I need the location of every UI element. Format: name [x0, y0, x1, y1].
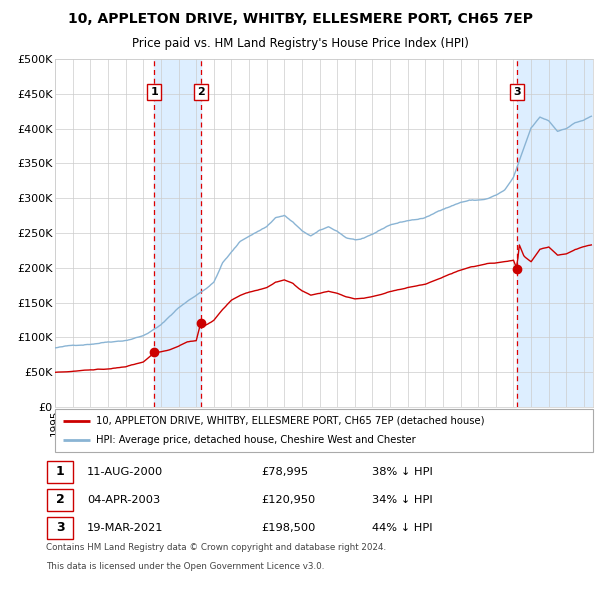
Text: 34% ↓ HPI: 34% ↓ HPI — [372, 494, 433, 504]
Text: Price paid vs. HM Land Registry's House Price Index (HPI): Price paid vs. HM Land Registry's House … — [131, 37, 469, 50]
Text: HPI: Average price, detached house, Cheshire West and Chester: HPI: Average price, detached house, Ches… — [95, 435, 415, 445]
Text: This data is licensed under the Open Government Licence v3.0.: This data is licensed under the Open Gov… — [46, 562, 325, 571]
Text: 10, APPLETON DRIVE, WHITBY, ELLESMERE PORT, CH65 7EP (detached house): 10, APPLETON DRIVE, WHITBY, ELLESMERE PO… — [95, 416, 484, 426]
Text: 19-MAR-2021: 19-MAR-2021 — [87, 523, 164, 533]
Text: 38% ↓ HPI: 38% ↓ HPI — [372, 467, 433, 477]
Text: Contains HM Land Registry data © Crown copyright and database right 2024.: Contains HM Land Registry data © Crown c… — [46, 543, 386, 552]
Bar — [154, 59, 200, 407]
Text: £198,500: £198,500 — [261, 523, 316, 533]
Text: £120,950: £120,950 — [261, 494, 316, 504]
Text: 10, APPLETON DRIVE, WHITBY, ELLESMERE PORT, CH65 7EP: 10, APPLETON DRIVE, WHITBY, ELLESMERE PO… — [67, 12, 533, 26]
FancyBboxPatch shape — [55, 409, 593, 452]
Bar — [517, 59, 593, 407]
FancyBboxPatch shape — [47, 517, 73, 539]
Text: 1: 1 — [151, 87, 158, 97]
Text: 04-APR-2003: 04-APR-2003 — [87, 494, 160, 504]
Text: £78,995: £78,995 — [261, 467, 308, 477]
Text: 2: 2 — [56, 493, 64, 506]
Text: 11-AUG-2000: 11-AUG-2000 — [87, 467, 163, 477]
Text: 44% ↓ HPI: 44% ↓ HPI — [372, 523, 433, 533]
FancyBboxPatch shape — [47, 461, 73, 483]
FancyBboxPatch shape — [47, 489, 73, 510]
Text: 3: 3 — [56, 521, 64, 534]
Text: 1: 1 — [56, 466, 64, 478]
Text: 3: 3 — [514, 87, 521, 97]
Text: 2: 2 — [197, 87, 205, 97]
